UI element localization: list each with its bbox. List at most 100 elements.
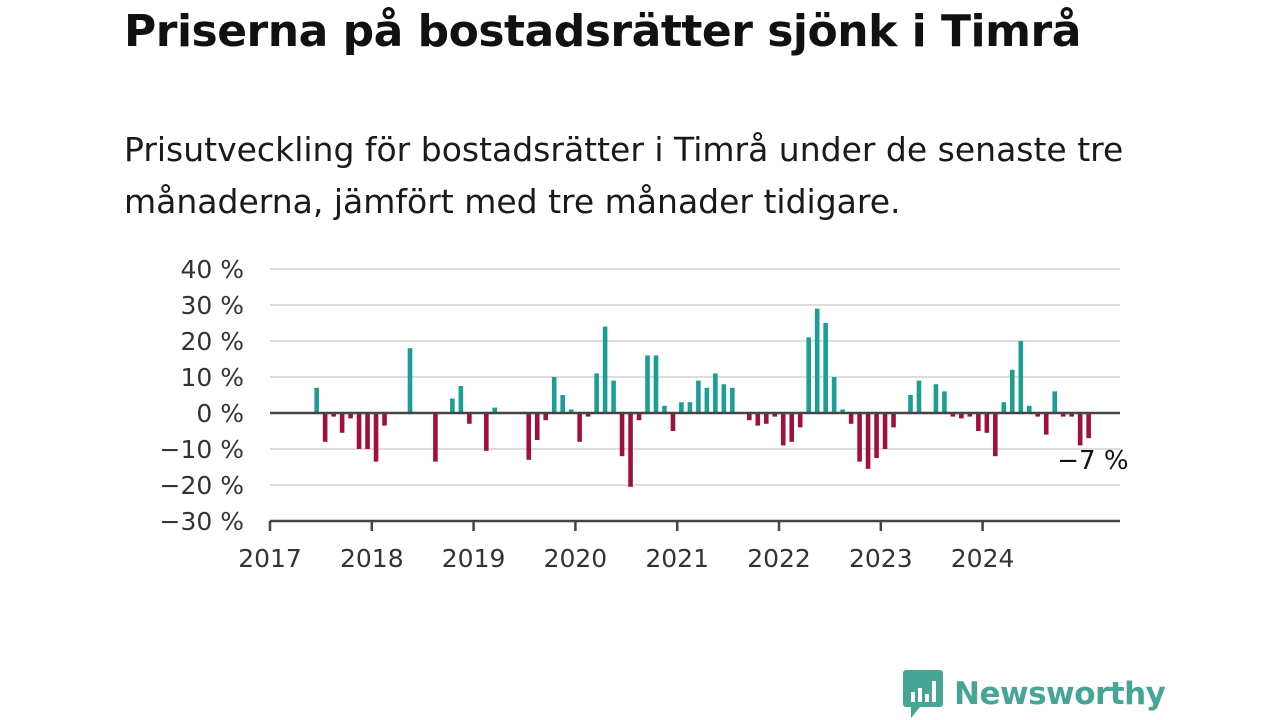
x-tick-label: 2018 [340,544,404,573]
bar [585,413,591,417]
bar [348,413,353,419]
bar [1052,391,1058,413]
bar [1043,413,1049,435]
bar [1018,341,1024,413]
bar [577,413,582,442]
bar [551,377,557,413]
bar [789,413,795,442]
bar [950,413,956,417]
bar [636,413,642,421]
bar [713,373,718,413]
bar [382,413,387,426]
bar [568,409,574,413]
bar [942,391,947,413]
x-tick-label: 2020 [544,544,608,573]
gridlines [270,268,1120,486]
bar [433,413,438,462]
bar [772,413,778,417]
bar [670,413,676,431]
bar [1001,402,1007,413]
bar [831,377,837,413]
bar [679,402,684,413]
bar [619,413,625,457]
bar [1077,413,1083,446]
axes [268,411,1120,531]
bar [1009,369,1015,413]
bar [492,407,498,413]
x-tick-label: 2019 [442,544,506,573]
bar [1069,413,1074,417]
x-tick-label: 2017 [238,544,302,573]
bar [874,413,879,458]
brand-logo: Newsworthy [902,668,1166,720]
x-tick-label: 2024 [951,544,1015,573]
bar [959,413,964,419]
bar [933,384,939,413]
x-tick-label: 2023 [849,544,913,573]
bar [857,413,862,462]
bar [534,413,540,440]
bar [806,337,811,413]
bar [823,323,828,413]
bar [984,413,990,433]
y-tick-label: −20 % [160,471,244,500]
bar [314,387,319,413]
bar [450,398,455,413]
tick-labels: 40 % 30 % 20 % 10 % 0 % −10 % −20 % −30 % 2017 20… [160,255,1129,573]
bar [916,380,922,413]
bar [891,413,896,428]
bar [755,413,761,426]
bar [687,402,693,413]
bar [1060,413,1066,417]
bar [976,413,981,431]
bar [840,409,845,413]
y-tick-label: 40 % [180,255,244,284]
bar [763,413,769,424]
bar [865,413,871,469]
bar [780,413,786,446]
bars [314,308,1091,487]
y-tick-label: 0 % [196,399,244,428]
y-tick-label: 10 % [180,363,244,392]
bar [696,380,701,413]
bar [322,413,328,442]
bar [407,348,413,413]
bar [747,413,752,421]
bar [662,405,667,413]
bar [339,413,345,433]
bar [526,413,532,460]
bar [848,413,854,424]
bar [1086,413,1091,439]
bar [560,395,565,413]
bar [628,413,633,487]
x-tick-label: 2021 [645,544,709,573]
bar [1026,405,1032,413]
latest-value-annotation: −7 % [1057,446,1128,476]
bar [721,384,727,413]
bar [645,355,650,413]
bar [814,308,820,413]
bar [730,387,735,413]
bar [993,413,998,457]
bar [365,413,370,449]
chart-title: Priserna på bostadsrätter sjönk i Timrå [124,6,1081,57]
bar [484,413,489,451]
bar-chart: 40 % 30 % 20 % 10 % 0 % −10 % −20 % −30 % 2017 20… [160,255,1129,573]
bar [653,355,659,413]
bar [611,380,616,413]
bar [967,413,973,417]
y-tick-label: 30 % [180,291,244,320]
y-tick-label: 20 % [180,327,244,356]
y-tick-label: −10 % [160,435,244,464]
bar [331,413,336,417]
bar [882,413,888,449]
y-tick-label: −30 % [160,507,244,536]
bar [356,413,362,449]
bar [543,413,549,421]
bar [1035,413,1041,417]
bar [594,373,599,413]
bar [602,326,608,413]
bar [467,413,472,424]
newsworthy-chart-bubble-icon [903,670,943,718]
x-tick-label: 2022 [747,544,811,573]
